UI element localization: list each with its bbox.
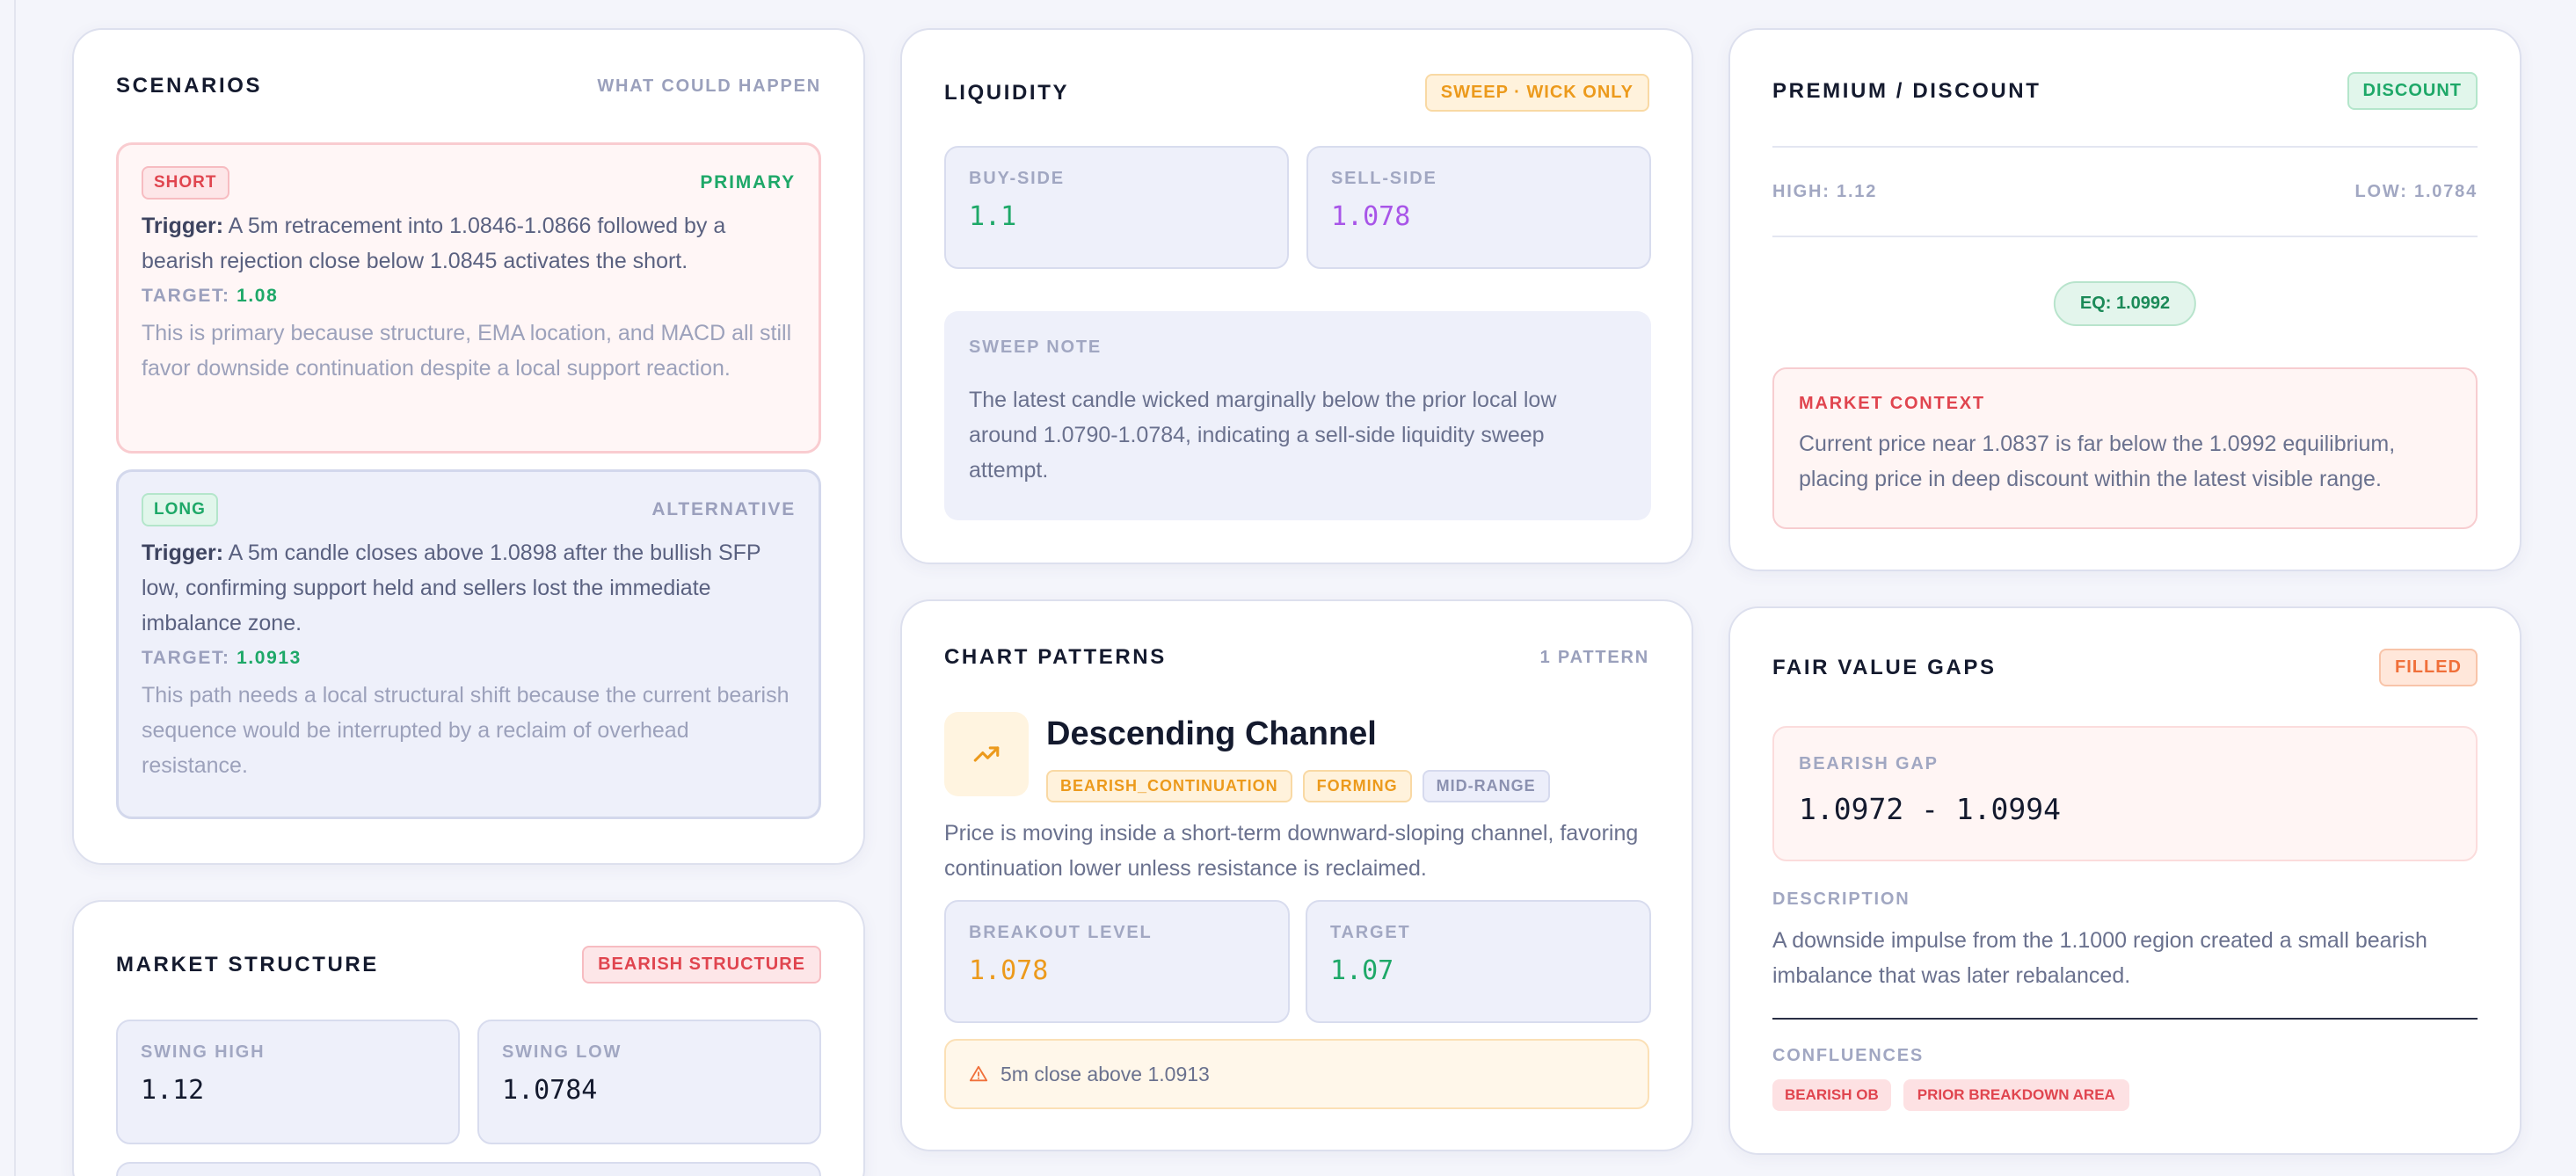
pattern-name: Descending Channel (1046, 715, 1377, 752)
long-rationale: This path needs a local structural shift… (142, 683, 790, 778)
bearish-gap-label: BEARISH GAP (1799, 754, 1939, 773)
range-high: HIGH: 1.12 (1772, 181, 1878, 201)
invalidation-note: 5m close above 1.0913 (944, 1039, 1649, 1109)
filled-badge: FILLED (2379, 649, 2478, 686)
pattern-target-label: TARGET (1330, 923, 1411, 942)
long-target-value: 1.0913 (236, 648, 302, 668)
scenario-short[interactable]: SHORT PRIMARY Trigger: A 5m retracement … (116, 142, 821, 454)
scenarios-subtitle: WHAT COULD HAPPEN (597, 76, 821, 96)
chart-patterns-title: CHART PATTERNS (944, 645, 1167, 669)
market-context-label: MARKET CONTEXT (1799, 394, 1985, 413)
equilibrium-value: EQ: 1.0992 (2079, 294, 2171, 313)
market-structure-header: MARKET STRUCTURE BEARISH STRUCTURE (116, 946, 821, 984)
description-label: DESCRIPTION (1772, 889, 1910, 909)
sweep-note-label: SWEEP NOTE (969, 338, 1102, 357)
bearish-structure-badge: BEARISH STRUCTURE (582, 946, 821, 984)
tag-forming: FORMING (1302, 770, 1412, 802)
fvg-description: A downside impulse from the 1.1000 regio… (1772, 928, 2427, 988)
range-low: LOW: 1.0784 (2354, 181, 2478, 201)
swing-low-value: 1.0784 (502, 1075, 598, 1106)
chart-patterns-card: CHART PATTERNS 1 PATTERN Descending Chan… (900, 599, 1693, 1151)
pattern-tags: BEARISH_CONTINUATION FORMING MID-RANGE (1046, 770, 1550, 802)
long-trigger-text: A 5m candle closes above 1.0898 after th… (142, 541, 761, 635)
pattern-count: 1 PATTERN (1539, 647, 1649, 667)
buy-side-label: BUY-SIDE (969, 169, 1065, 188)
warning-icon (969, 1065, 988, 1082)
pattern-target-box: TARGET 1.07 (1306, 900, 1651, 1023)
short-target-value: 1.08 (236, 286, 279, 306)
breakout-level-box: BREAKOUT LEVEL 1.078 (944, 900, 1290, 1023)
sell-side-label: SELL-SIDE (1331, 169, 1437, 188)
fvg-divider (1772, 1018, 2478, 1020)
long-trigger-label: Trigger: (142, 541, 224, 565)
left-divider (14, 0, 16, 1176)
confluences-label: CONFLUENCES (1772, 1046, 1925, 1065)
pattern-icon-tile (944, 712, 1029, 796)
discount-badge: DISCOUNT (2347, 72, 2478, 110)
primary-label: PRIMARY (700, 172, 796, 192)
scenarios-title: SCENARIOS (116, 74, 263, 98)
bearish-gap-box[interactable]: BEARISH GAP 1.0972 - 1.0994 (1772, 726, 2478, 861)
long-target: TARGET: 1.0913 (142, 648, 796, 669)
short-trigger-label: Trigger: (142, 214, 224, 238)
structure-extra-box (116, 1162, 821, 1176)
swing-high-box: SWING HIGH 1.12 (116, 1020, 460, 1144)
breakout-level-value: 1.078 (969, 955, 1049, 986)
fvg-header: FAIR VALUE GAPS FILLED (1772, 649, 2478, 686)
scenario-long[interactable]: LONG ALTERNATIVE Trigger: A 5m candle cl… (116, 469, 821, 819)
tag-bearish-continuation: BEARISH_CONTINUATION (1046, 770, 1292, 802)
sweep-badge: SWEEP · WICK ONLY (1424, 74, 1649, 112)
short-rationale: This is primary because structure, EMA l… (142, 321, 792, 381)
short-target-label: TARGET: (142, 286, 230, 306)
sell-side-box: SELL-SIDE 1.078 (1306, 146, 1651, 269)
sweep-note-box: SWEEP NOTE The latest candle wicked marg… (944, 311, 1651, 520)
trend-up-icon (973, 746, 1000, 762)
sweep-note-text: The latest candle wicked marginally belo… (969, 388, 1557, 483)
pattern-target-value: 1.07 (1330, 955, 1394, 986)
chart-patterns-header: CHART PATTERNS 1 PATTERN (944, 645, 1649, 670)
buy-side-box: BUY-SIDE 1.1 (944, 146, 1289, 269)
market-context-box: MARKET CONTEXT Current price near 1.0837… (1772, 367, 2478, 529)
bearish-gap-value: 1.0972 - 1.0994 (1799, 792, 2062, 826)
swing-high-value: 1.12 (141, 1075, 205, 1106)
short-target: TARGET: 1.08 (142, 286, 796, 307)
premium-discount-title: PREMIUM / DISCOUNT (1772, 78, 2041, 103)
liquidity-card: LIQUIDITY SWEEP · WICK ONLY BUY-SIDE 1.1… (900, 28, 1693, 564)
breakout-level-label: BREAKOUT LEVEL (969, 923, 1153, 942)
liquidity-header: LIQUIDITY SWEEP · WICK ONLY (944, 74, 1649, 112)
market-structure-title: MARKET STRUCTURE (116, 952, 379, 976)
premium-discount-card: PREMIUM / DISCOUNT DISCOUNT HIGH: 1.12 L… (1728, 28, 2521, 571)
long-trigger: Trigger: A 5m candle closes above 1.0898… (142, 535, 796, 641)
fvg-title: FAIR VALUE GAPS (1772, 655, 1997, 679)
pattern-description: Price is moving inside a short-term down… (944, 821, 1639, 881)
premium-discount-header: PREMIUM / DISCOUNT DISCOUNT (1772, 72, 2478, 110)
short-badge: SHORT (142, 166, 229, 200)
market-context-text: Current price near 1.0837 is far below t… (1799, 432, 2396, 491)
short-trigger: Trigger: A 5m retracement into 1.0846-1.… (142, 208, 796, 279)
fair-value-gaps-card: FAIR VALUE GAPS FILLED BEARISH GAP 1.097… (1728, 606, 2521, 1155)
swing-low-box: SWING LOW 1.0784 (477, 1020, 821, 1144)
range-row: HIGH: 1.12 LOW: 1.0784 (1772, 146, 2478, 237)
long-target-label: TARGET: (142, 648, 230, 668)
confluence-tags: BEARISH OB PRIOR BREAKDOWN AREA (1772, 1079, 2129, 1111)
liquidity-title: LIQUIDITY (944, 80, 1070, 105)
invalidation-text: 5m close above 1.0913 (1001, 1062, 1210, 1085)
short-trigger-text: A 5m retracement into 1.0846-1.0866 foll… (142, 214, 726, 273)
alternative-label: ALTERNATIVE (651, 499, 796, 519)
sell-side-value: 1.078 (1331, 201, 1411, 232)
scenarios-header: SCENARIOS WHAT COULD HAPPEN (116, 74, 821, 98)
confluence-bearish-ob: BEARISH OB (1772, 1079, 1891, 1111)
market-structure-card: MARKET STRUCTURE BEARISH STRUCTURE SWING… (72, 900, 865, 1176)
tag-mid-range: MID-RANGE (1422, 770, 1550, 802)
scenarios-card: SCENARIOS WHAT COULD HAPPEN SHORT PRIMAR… (72, 28, 865, 865)
confluence-prior-breakdown: PRIOR BREAKDOWN AREA (1903, 1079, 2129, 1111)
swing-high-label: SWING HIGH (141, 1042, 266, 1062)
long-badge: LONG (142, 493, 218, 526)
swing-low-label: SWING LOW (502, 1042, 622, 1062)
buy-side-value: 1.1 (969, 201, 1017, 232)
equilibrium-badge: EQ: 1.0992 (2053, 281, 2197, 326)
